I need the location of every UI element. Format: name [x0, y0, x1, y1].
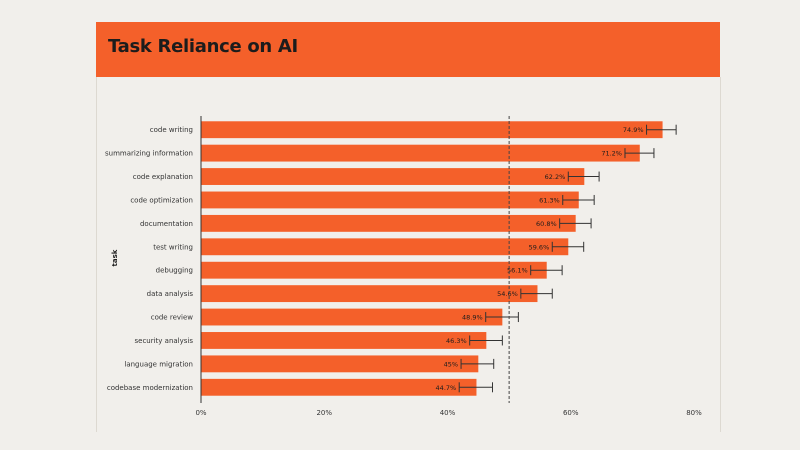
category-label: code writing — [150, 126, 193, 134]
data-label: 56.1% — [507, 267, 528, 275]
data-label: 60.8% — [536, 220, 557, 228]
category-label: test writing — [153, 243, 193, 251]
x-tick-label: 60% — [563, 409, 579, 417]
bar — [201, 144, 640, 162]
y-axis-title: task — [111, 249, 119, 266]
x-tick-label: 0% — [195, 409, 206, 417]
bar — [201, 332, 487, 349]
data-label: 71.2% — [601, 150, 622, 158]
data-label: 54.6% — [497, 290, 518, 298]
bar — [201, 238, 569, 256]
bar — [201, 308, 503, 326]
chart-title: Task Reliance on AI — [108, 36, 298, 57]
category-label: security analysis — [134, 337, 193, 345]
bar — [201, 261, 547, 279]
bar — [201, 191, 579, 209]
category-label: code optimization — [130, 196, 193, 204]
data-label: 62.2% — [545, 173, 566, 181]
card-border — [96, 77, 721, 432]
category-label: code explanation — [133, 173, 193, 181]
category-label: data analysis — [147, 290, 194, 298]
bar — [201, 214, 576, 232]
bar — [201, 121, 663, 139]
data-label: 45% — [444, 360, 458, 368]
x-tick-label: 80% — [686, 409, 702, 417]
x-tick-label: 40% — [440, 409, 456, 417]
bar — [201, 355, 479, 373]
category-label: summarizing information — [105, 150, 193, 158]
category-label: codebase modernization — [107, 384, 193, 392]
category-label: language migration — [124, 360, 193, 368]
x-tick-label: 20% — [316, 409, 332, 417]
category-label: debugging — [156, 267, 193, 275]
category-label: code review — [151, 314, 194, 322]
bar — [201, 168, 585, 185]
data-label: 61.3% — [539, 196, 560, 204]
data-label: 44.7% — [436, 384, 457, 392]
data-label: 46.3% — [446, 337, 467, 345]
chart-header: Task Reliance on AI — [96, 22, 720, 77]
bar — [201, 285, 538, 303]
bar — [201, 378, 477, 396]
data-label: 48.9% — [462, 314, 483, 322]
data-label: 74.9% — [623, 126, 644, 134]
category-label: documentation — [140, 220, 193, 228]
data-label: 59.6% — [529, 243, 550, 251]
